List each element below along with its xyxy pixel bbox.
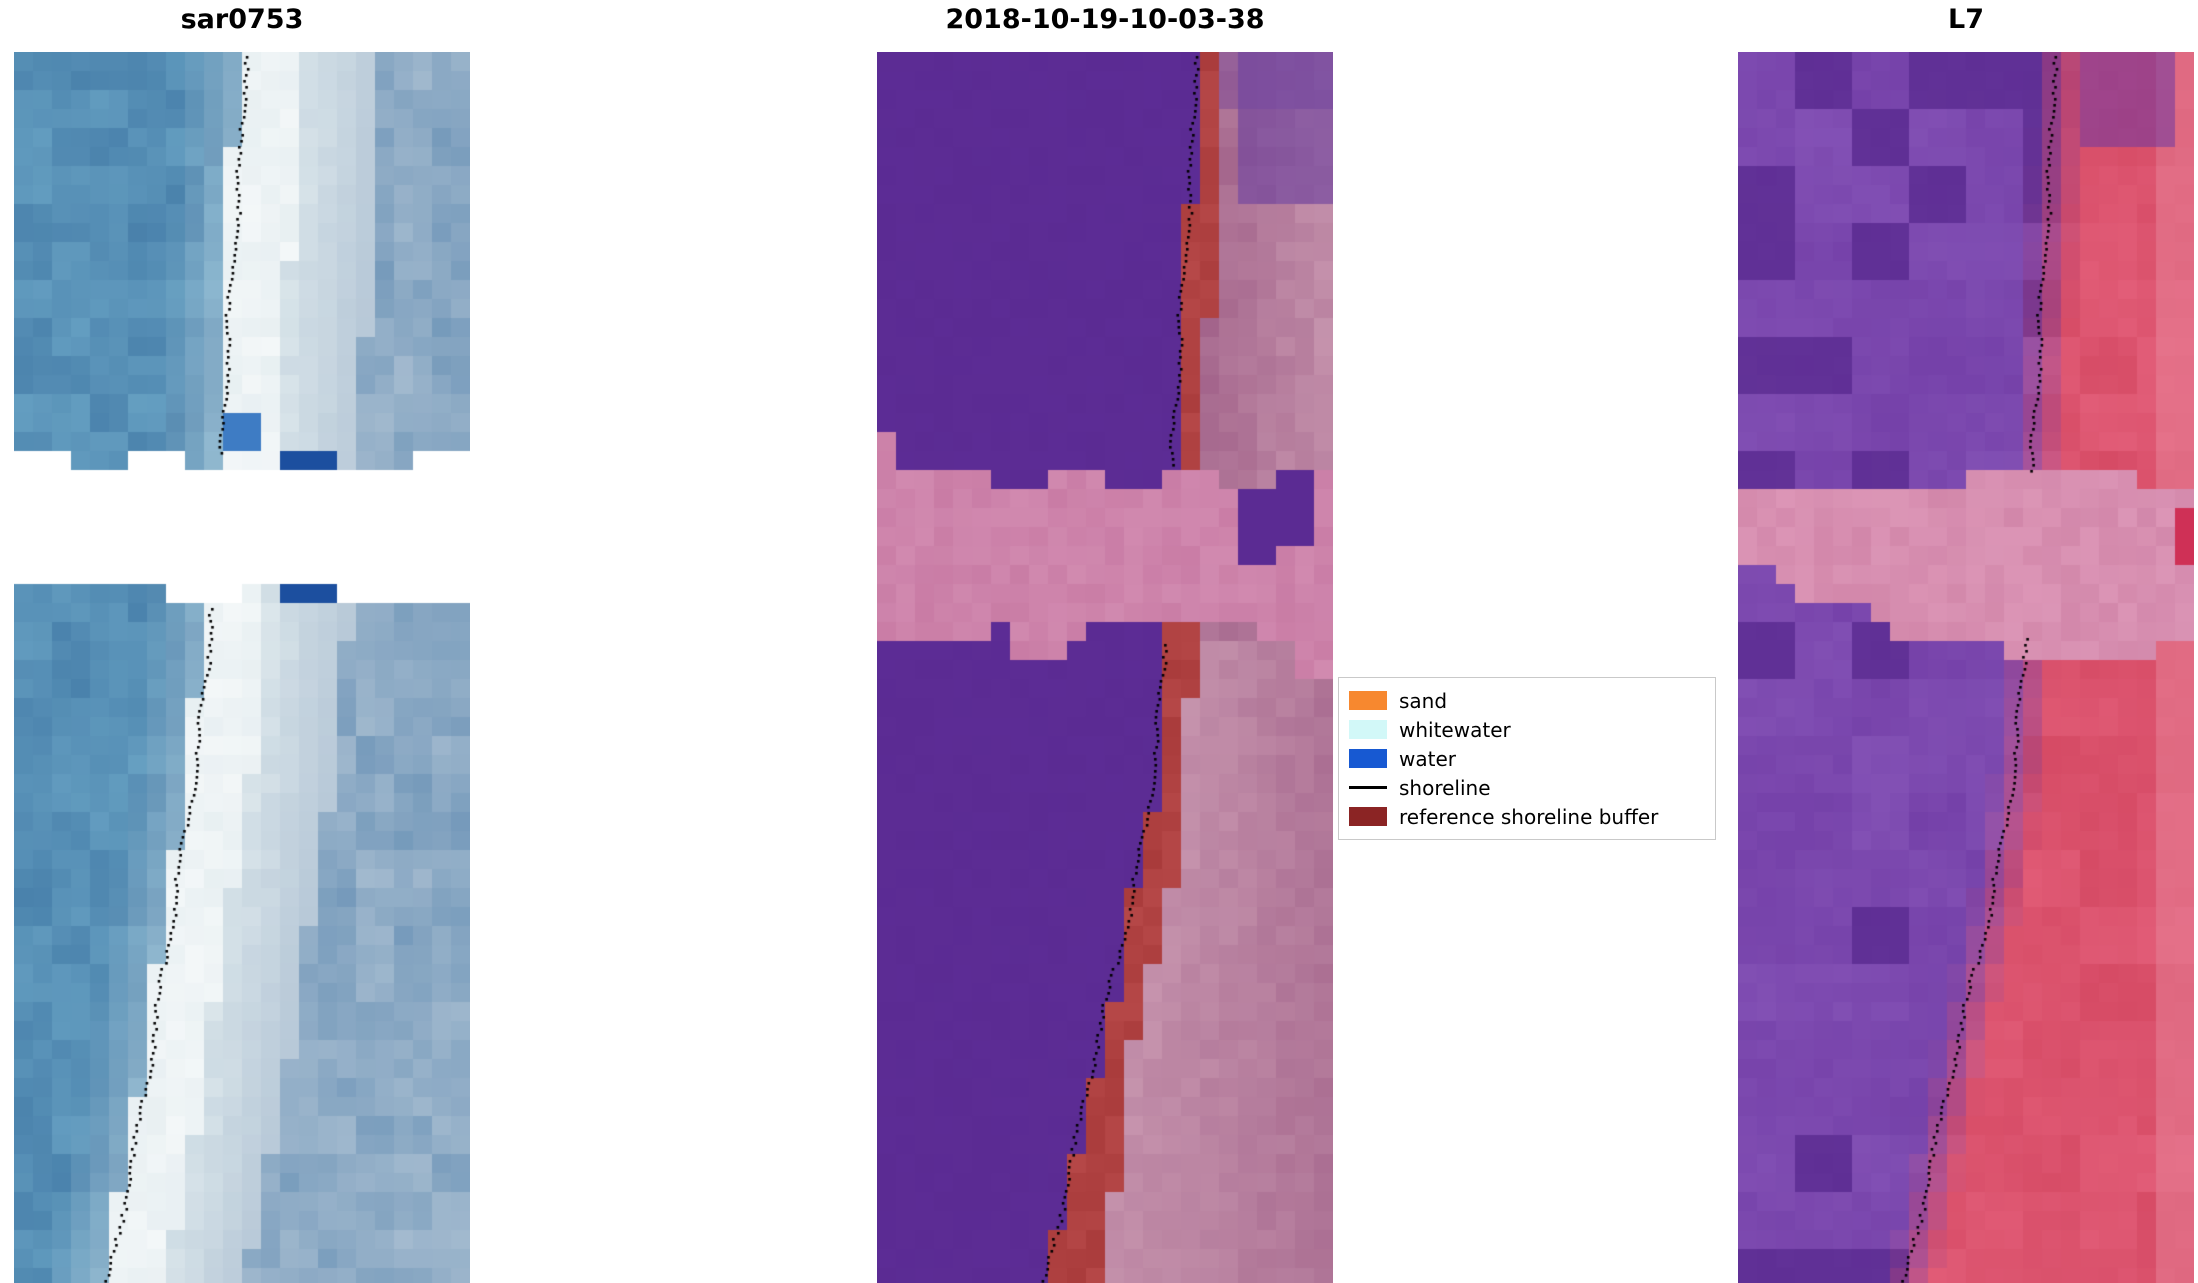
- classified-image-canvas: [877, 52, 1333, 1283]
- legend-label: reference shoreline buffer: [1399, 804, 1659, 829]
- legend-box: sand whitewater water shoreline reference sh…: [1338, 677, 1716, 840]
- panel-sar0753: [14, 52, 470, 1283]
- sar-image-canvas: [14, 52, 470, 1283]
- legend-item-whitewater: whitewater: [1349, 715, 1705, 744]
- panel-title-date: 2018-10-19-10-03-38: [945, 4, 1265, 35]
- panel-l7: [1738, 52, 2194, 1283]
- legend-item-shoreline: shoreline: [1349, 773, 1705, 802]
- whitewater-color-swatch: [1349, 720, 1387, 739]
- l7-image-canvas: [1738, 52, 2194, 1283]
- panel-title-sar0753: sar0753: [180, 4, 304, 35]
- legend-label: water: [1399, 746, 1456, 771]
- sand-color-swatch: [1349, 691, 1387, 710]
- legend-item-water: water: [1349, 744, 1705, 773]
- legend-item-sand: sand: [1349, 686, 1705, 715]
- water-color-swatch: [1349, 749, 1387, 768]
- legend-label: shoreline: [1399, 775, 1491, 800]
- legend-item-reference: reference shoreline buffer: [1349, 802, 1705, 831]
- legend-label: whitewater: [1399, 717, 1511, 742]
- panel-title-l7: L7: [1948, 4, 1984, 35]
- reference-color-swatch: [1349, 807, 1387, 826]
- legend-label: sand: [1399, 688, 1448, 713]
- panel-classified: [877, 52, 1333, 1283]
- shoreline-line-swatch: [1349, 786, 1387, 789]
